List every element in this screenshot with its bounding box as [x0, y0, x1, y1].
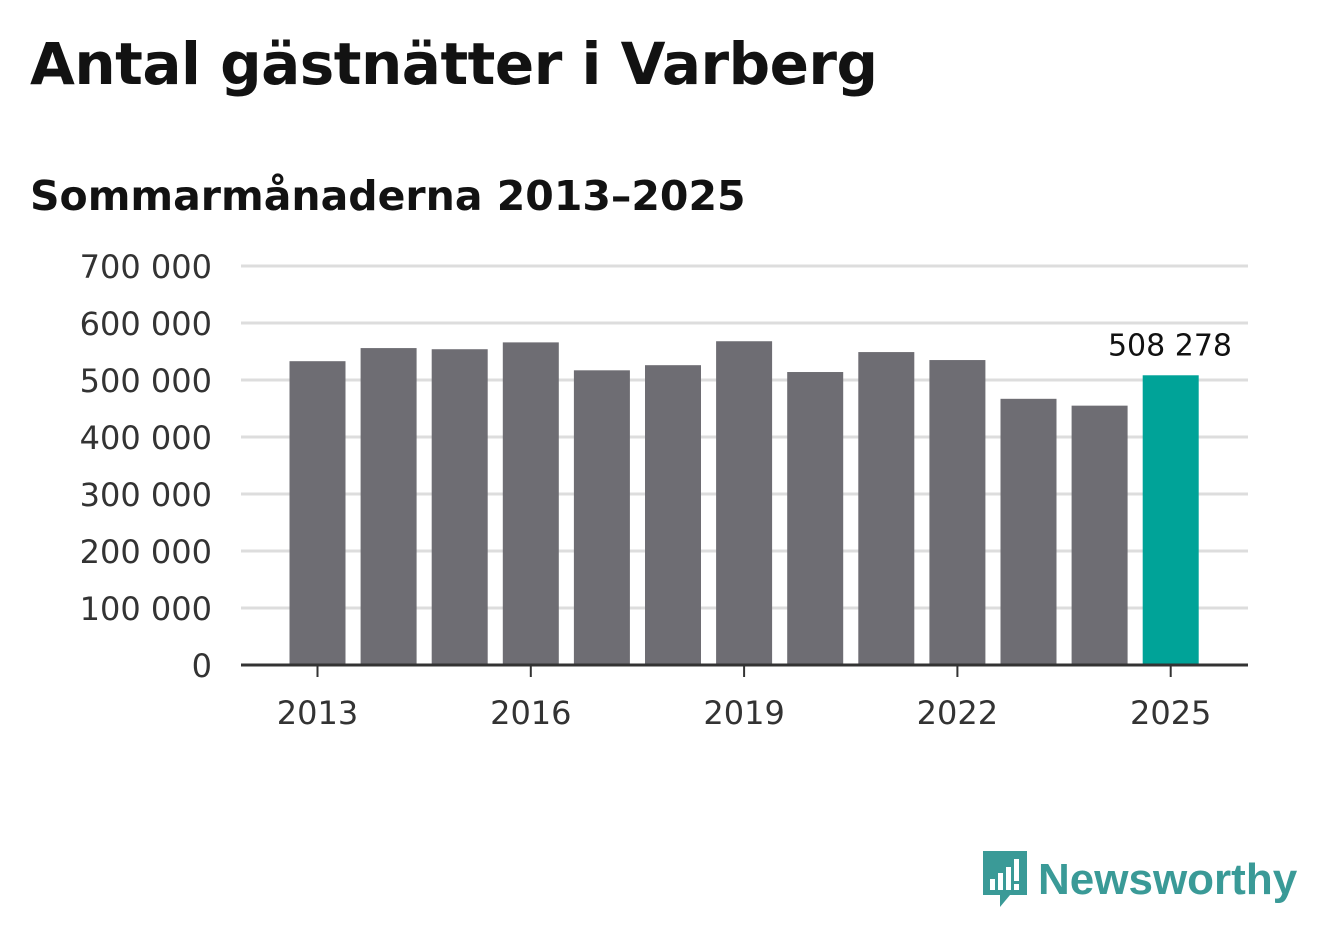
logo-text: Newsworthy: [1038, 855, 1298, 904]
newsworthy-logo-icon: [983, 851, 1027, 907]
bar-2020: [787, 372, 844, 665]
x-tick-label: 2016: [490, 694, 571, 732]
bar-2013: [289, 361, 346, 665]
bar-2016: [502, 342, 559, 665]
axes: 0 100 000 200 000 300 000 400 000 500 000 600 …: [80, 248, 1248, 732]
bar-2019: [716, 341, 773, 665]
x-tick-label: 2013: [277, 694, 358, 732]
y-tick-label: 700 000: [80, 248, 212, 286]
bar-2018: [645, 365, 701, 665]
y-tick-label: 500 000: [80, 362, 212, 400]
bar-2014: [360, 348, 417, 665]
bar-2017: [573, 370, 630, 665]
newsworthy-logo: Newsworthy: [980, 850, 1297, 910]
highlight-data-label: 508 278: [1108, 328, 1232, 363]
y-tick-label: 100 000: [80, 590, 212, 628]
chart-subtitle: Sommarmånaderna 2013–2025: [30, 172, 746, 220]
bar-2023: [1000, 398, 1057, 665]
page-title: Antal gästnätter i Varberg: [30, 30, 878, 98]
bar-2015: [431, 349, 488, 665]
bars: [289, 341, 1199, 665]
bar-2025: [1142, 375, 1199, 665]
bar-2022: [929, 360, 986, 665]
data-labels: 508 278: [1108, 328, 1232, 363]
bar-2024: [1071, 405, 1128, 665]
y-tick-label: 400 000: [80, 419, 212, 457]
bar-2021: [858, 352, 915, 665]
y-tick-label: 200 000: [80, 533, 212, 571]
x-tick-label: 2019: [703, 694, 784, 732]
x-tick-label: 2022: [917, 694, 998, 732]
y-tick-label: 600 000: [80, 305, 212, 343]
y-tick-label: 0: [192, 647, 212, 685]
x-tick-label: 2025: [1130, 694, 1211, 732]
y-tick-label: 300 000: [80, 476, 212, 514]
